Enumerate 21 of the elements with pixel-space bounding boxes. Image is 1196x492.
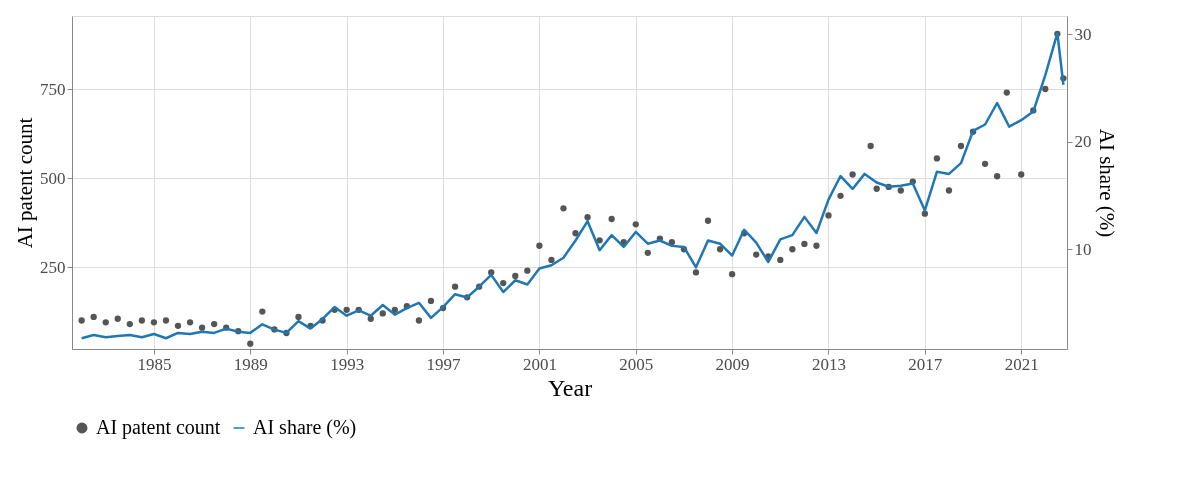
- x-tick-label: 2021: [1004, 354, 1039, 374]
- x-tick-label: 2017: [908, 354, 943, 374]
- x-axis-title: Year: [547, 374, 593, 401]
- x-tick-label: 1993: [330, 354, 365, 374]
- legend-label: AI share (%): [253, 416, 357, 439]
- y-tick-label: 750: [40, 79, 66, 99]
- y2-tick-label: 10: [1074, 239, 1092, 259]
- x-tick-label: 2005: [619, 354, 654, 374]
- x-tick-label: 2009: [715, 354, 750, 374]
- y-tick-label: 500: [40, 168, 66, 188]
- x-tick-label: 1997: [426, 354, 462, 374]
- y2-tick-label: 30: [1074, 24, 1092, 44]
- y-tick-label: 250: [40, 257, 66, 277]
- legend-label: AI patent count: [96, 416, 221, 439]
- y-axis-title: AI patent count: [13, 117, 37, 249]
- y2-tick-label: 20: [1074, 132, 1092, 152]
- x-tick-label: 2013: [811, 354, 846, 374]
- y2-axis-title: AI share (%): [1094, 128, 1119, 238]
- x-tick-label: 1989: [233, 354, 268, 374]
- x-tick-label: 2001: [522, 354, 557, 374]
- x-tick-label: 1985: [137, 354, 172, 374]
